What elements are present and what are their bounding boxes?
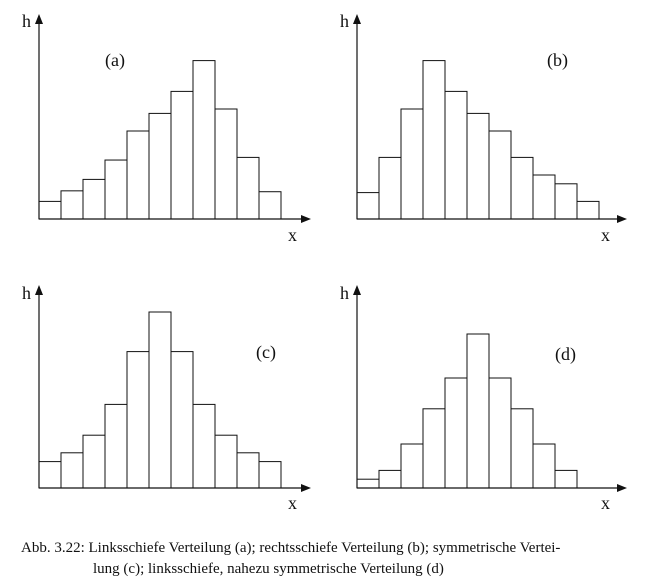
- histogram-panels: h x (a) h x (b) h x (c) h x (d): [22, 11, 627, 513]
- figure-caption: Abb. 3.22: Linksschiefe Verteilung (a); …: [21, 538, 646, 580]
- histogram-bar: [356, 192, 380, 220]
- histogram-bar: [236, 156, 260, 220]
- y-axis-label: h: [340, 11, 349, 31]
- histogram-bar: [170, 351, 194, 489]
- histogram-bar: [60, 452, 84, 489]
- histogram-d: h x (d): [340, 283, 627, 513]
- histogram-bar: [214, 434, 238, 489]
- panel-label: (c): [256, 342, 276, 363]
- histogram-bar: [422, 60, 446, 220]
- histogram-bar: [258, 191, 282, 220]
- histogram-bar: [82, 178, 106, 220]
- histogram-bar: [82, 434, 106, 489]
- histogram-bar: [400, 108, 424, 220]
- y-axis-label: h: [22, 283, 31, 303]
- histogram-bar: [192, 403, 216, 489]
- histogram-a: h x (a): [22, 11, 311, 245]
- x-axis-label: x: [601, 493, 610, 513]
- histogram-bar: [38, 461, 62, 489]
- histogram-bar: [554, 469, 578, 489]
- histogram-bar: [444, 90, 468, 220]
- histogram-bar: [554, 183, 578, 220]
- histogram-bar: [576, 200, 600, 220]
- histogram-bar: [148, 311, 172, 489]
- histogram-bar: [60, 190, 84, 220]
- y-axis-label: h: [340, 283, 349, 303]
- x-axis-arrowhead: [617, 215, 627, 223]
- x-axis-label: x: [288, 493, 297, 513]
- histogram-bar: [488, 377, 512, 489]
- histogram-bar: [126, 130, 150, 220]
- histogram-bar: [466, 112, 490, 220]
- histogram-bar: [126, 351, 150, 489]
- histogram-bar: [170, 90, 194, 220]
- x-axis-arrowhead: [301, 484, 311, 492]
- histogram-bar: [510, 408, 534, 489]
- panel-label: (b): [547, 50, 568, 71]
- y-axis-arrowhead: [353, 285, 361, 295]
- histogram-bar: [38, 200, 62, 220]
- histogram-bar: [214, 108, 238, 220]
- histogram-bar: [532, 174, 556, 220]
- histogram-bar: [258, 461, 282, 489]
- panel-label: (d): [555, 344, 576, 365]
- y-axis-arrowhead: [35, 285, 43, 295]
- histogram-bar: [510, 156, 534, 220]
- caption-line-2: lung (c); linksschiefe, nahezu symmetris…: [93, 561, 444, 577]
- histogram-bar: [488, 130, 512, 220]
- x-axis-label: x: [601, 225, 610, 245]
- histogram-c: h x (c): [22, 283, 311, 513]
- histogram-bar: [192, 60, 216, 220]
- y-axis-arrowhead: [35, 14, 43, 24]
- histogram-bar: [422, 408, 446, 489]
- caption-line-1: Abb. 3.22: Linksschiefe Verteilung (a); …: [21, 540, 561, 556]
- histogram-bar: [466, 333, 490, 489]
- y-axis-arrowhead: [353, 14, 361, 24]
- x-axis-label: x: [288, 225, 297, 245]
- x-axis-arrowhead: [617, 484, 627, 492]
- histogram-bar: [378, 156, 402, 220]
- histogram-bar: [104, 159, 128, 220]
- histogram-bar: [148, 112, 172, 220]
- panel-label: (a): [105, 50, 125, 71]
- histogram-bar: [400, 443, 424, 489]
- histogram-bar: [236, 452, 260, 489]
- histogram-bar: [356, 478, 380, 489]
- x-axis-arrowhead: [301, 215, 311, 223]
- histogram-b: h x (b): [340, 11, 627, 245]
- histogram-bar: [532, 443, 556, 489]
- histogram-bar: [378, 469, 402, 489]
- histogram-bar: [444, 377, 468, 489]
- y-axis-label: h: [22, 11, 31, 31]
- histogram-bar: [104, 403, 128, 489]
